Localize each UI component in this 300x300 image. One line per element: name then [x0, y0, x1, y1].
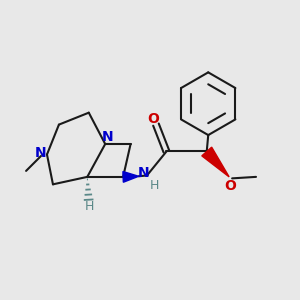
Text: O: O	[225, 179, 237, 193]
Text: N: N	[102, 130, 113, 145]
Text: O: O	[148, 112, 160, 126]
Polygon shape	[202, 147, 229, 177]
Text: H: H	[150, 179, 159, 192]
Text: H: H	[85, 200, 94, 213]
Text: N: N	[138, 166, 150, 180]
Text: N: N	[34, 146, 46, 160]
Polygon shape	[123, 172, 139, 182]
